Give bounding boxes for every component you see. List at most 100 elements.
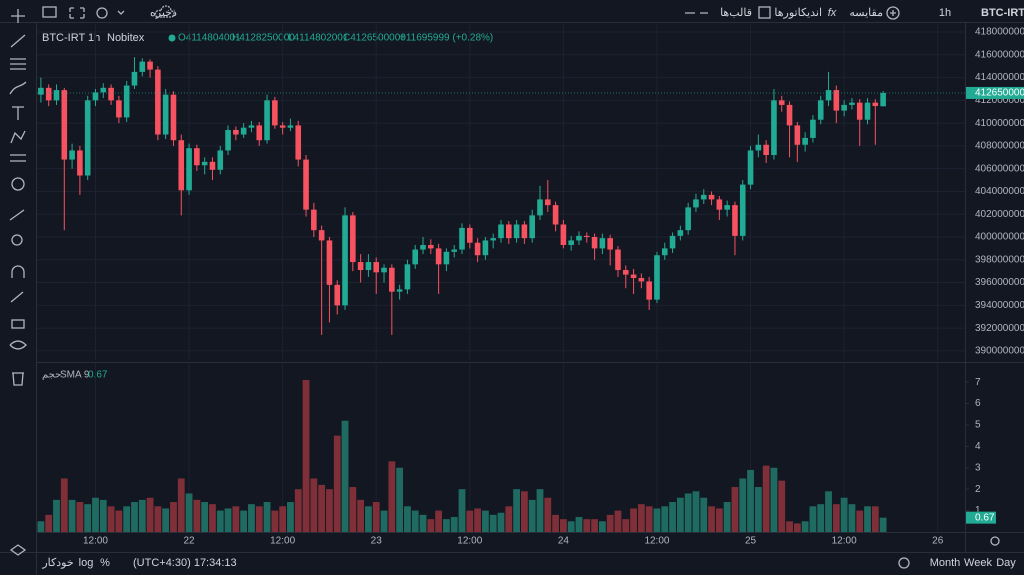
volume-bar bbox=[131, 502, 138, 532]
volume-bar bbox=[279, 506, 287, 532]
delete-tool[interactable] bbox=[12, 372, 24, 386]
prediction-tool[interactable] bbox=[10, 154, 26, 162]
fib-tool[interactable] bbox=[10, 58, 26, 70]
range-button[interactable]: Week bbox=[964, 557, 992, 569]
emoji-tool[interactable] bbox=[11, 177, 25, 191]
volume-bar bbox=[201, 502, 209, 532]
candle-body bbox=[69, 150, 75, 160]
candle-body bbox=[849, 102, 855, 105]
timezone[interactable]: (UTC+4:30) 17:34:13 bbox=[133, 557, 237, 569]
candle-body bbox=[755, 144, 762, 151]
candle-body bbox=[537, 199, 543, 216]
candle-body bbox=[638, 278, 645, 282]
volume-bar bbox=[404, 506, 411, 532]
volume-bar bbox=[832, 504, 840, 532]
interval-button[interactable]: 1h bbox=[939, 7, 951, 19]
candle-body bbox=[817, 100, 824, 120]
volume-bar bbox=[450, 517, 458, 532]
y-tick-label: 4040000000 bbox=[975, 186, 1024, 197]
go-to-date[interactable] bbox=[898, 557, 910, 569]
volume-bar bbox=[801, 521, 809, 532]
volume-bar bbox=[294, 489, 302, 532]
volume-bar bbox=[271, 510, 279, 532]
text-tool[interactable] bbox=[12, 106, 24, 120]
candle-body bbox=[467, 227, 473, 243]
candle-body bbox=[147, 61, 153, 70]
candle-body bbox=[233, 129, 239, 135]
candle-body bbox=[162, 94, 169, 135]
volume-bar bbox=[372, 502, 380, 532]
candle-body bbox=[646, 281, 652, 300]
volume-bar bbox=[871, 506, 879, 532]
candle-body bbox=[763, 144, 769, 156]
candle-body bbox=[186, 148, 192, 191]
y-tick-label: 3920000000 bbox=[975, 323, 1024, 334]
log-scale-button[interactable]: log bbox=[79, 557, 94, 569]
candle-body bbox=[669, 235, 676, 249]
volume-bar bbox=[92, 497, 99, 532]
y-tick-label: 7 bbox=[975, 377, 981, 388]
fullscreen-button[interactable] bbox=[69, 7, 85, 19]
y-tick-label: 4020000000 bbox=[975, 209, 1024, 220]
volume-bar bbox=[60, 478, 68, 532]
volume-bar bbox=[115, 510, 123, 532]
axis-settings[interactable] bbox=[990, 536, 1000, 546]
volume-bar bbox=[411, 510, 419, 532]
volume-bar bbox=[248, 504, 255, 532]
legend: BTC-IRT 1h Nobitex O4114804001 H41282500… bbox=[42, 32, 493, 381]
auto-scale-button[interactable]: خودکار bbox=[41, 557, 73, 569]
candle-body bbox=[560, 224, 567, 245]
range-button[interactable]: Month bbox=[930, 557, 961, 569]
volume-bar bbox=[443, 519, 450, 532]
volume-bar bbox=[630, 508, 637, 532]
legend-high: H4128250000 bbox=[232, 33, 295, 44]
percent-scale-button[interactable]: % bbox=[100, 557, 110, 569]
candle-body bbox=[194, 148, 200, 166]
indicators-button[interactable]: اندیکاتورها bbox=[774, 7, 822, 19]
range-button[interactable]: Day bbox=[996, 557, 1016, 569]
candle-body bbox=[576, 235, 582, 241]
brush-tool[interactable] bbox=[9, 81, 27, 95]
candle-body bbox=[420, 244, 426, 250]
candle-body bbox=[240, 127, 247, 135]
y-tick-label: 4180000000 bbox=[975, 27, 1024, 38]
volume-bar bbox=[365, 506, 372, 532]
market-status bbox=[168, 34, 176, 42]
volume-bar bbox=[162, 508, 170, 532]
zoom-tool[interactable] bbox=[11, 234, 23, 246]
magnet-tool[interactable] bbox=[11, 265, 25, 278]
pattern-tool[interactable] bbox=[10, 130, 26, 144]
x-tick-label: 22 bbox=[184, 536, 196, 547]
candle-body bbox=[381, 267, 387, 273]
volume-bar bbox=[559, 519, 567, 532]
save-dropdown[interactable] bbox=[117, 10, 125, 15]
hide-tool[interactable] bbox=[9, 340, 27, 350]
legend-open: O4114804001 bbox=[178, 33, 241, 44]
candle-body bbox=[583, 235, 590, 238]
candle-body bbox=[552, 205, 559, 225]
compare-button[interactable]: مقایسه bbox=[849, 7, 883, 19]
measure-tool[interactable] bbox=[9, 209, 25, 221]
volume-bar bbox=[583, 519, 591, 532]
crosshair-tool[interactable] bbox=[11, 9, 25, 23]
snapshot-button[interactable] bbox=[42, 6, 57, 18]
volume-bar bbox=[474, 508, 482, 532]
volume-bar bbox=[715, 508, 723, 532]
legend-low: L4114802001 bbox=[288, 33, 349, 44]
candle-body bbox=[396, 289, 403, 292]
candle-body bbox=[833, 90, 840, 111]
x-tick-label: 12:00 bbox=[644, 536, 669, 547]
volume-legend-value: 0.67 bbox=[88, 370, 108, 381]
candle-body bbox=[404, 264, 411, 290]
templates-button[interactable]: قالب‌ها bbox=[720, 7, 752, 19]
volume-bar bbox=[99, 499, 107, 532]
object-tree[interactable] bbox=[9, 544, 27, 556]
stay-drawing-tool[interactable] bbox=[10, 291, 24, 303]
volume-bar bbox=[302, 379, 310, 532]
lock-tool[interactable] bbox=[11, 319, 25, 329]
settings-button[interactable] bbox=[96, 7, 108, 19]
candle-body bbox=[61, 90, 68, 160]
candle-body bbox=[786, 104, 793, 126]
symbol-button[interactable]: BTC-IRT bbox=[981, 7, 1024, 19]
trend-line-tool[interactable] bbox=[10, 34, 26, 48]
